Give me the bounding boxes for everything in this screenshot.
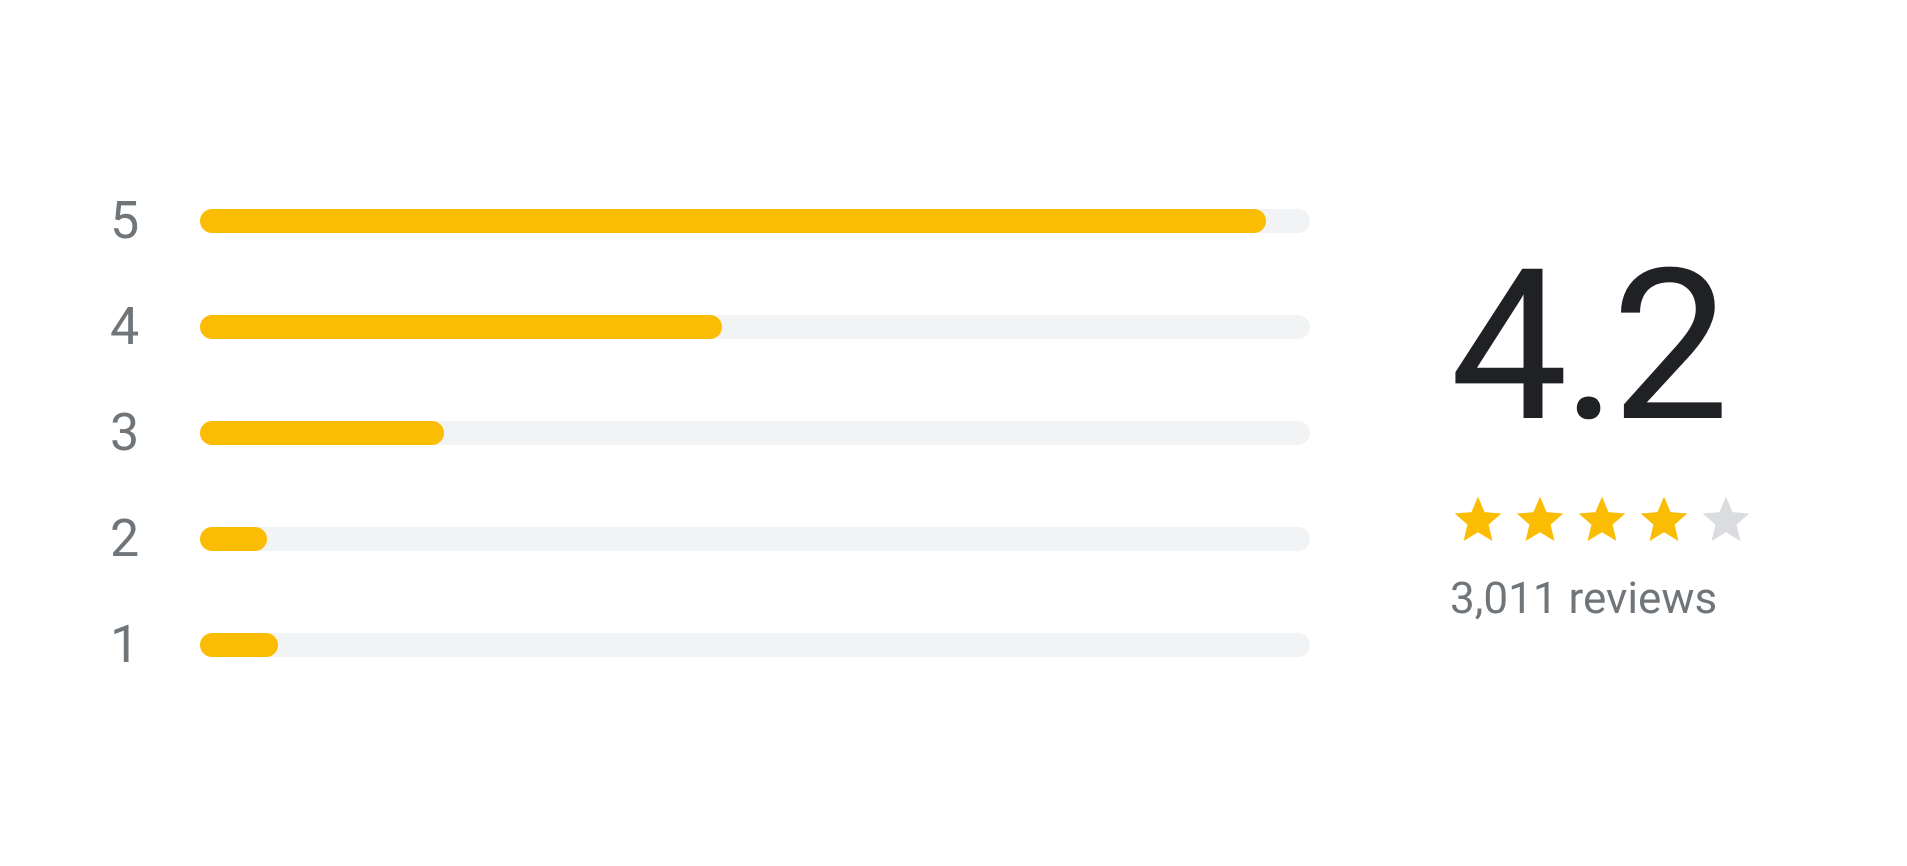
histogram-bar-fill [200, 315, 722, 339]
histogram-row-3[interactable]: 3 [110, 407, 1310, 459]
histogram-row-label: 3 [110, 407, 200, 459]
histogram-bar-track [200, 633, 1310, 657]
average-score: 4.2 [1450, 242, 1723, 452]
histogram-row-label: 1 [110, 619, 200, 671]
rating-summary: 4.2 3,011 reviews [1310, 242, 1797, 624]
histogram-row-1[interactable]: 1 [110, 619, 1310, 671]
reviews-count: 3,011 reviews [1450, 572, 1717, 624]
histogram-bar-fill [200, 421, 444, 445]
star-empty-icon [1698, 492, 1754, 548]
rating-histogram: 5 4 3 2 1 [110, 195, 1310, 671]
histogram-row-label: 2 [110, 513, 200, 565]
histogram-bar-track [200, 527, 1310, 551]
histogram-bar-track [200, 315, 1310, 339]
star-filled-icon [1574, 492, 1630, 548]
histogram-bar-track [200, 421, 1310, 445]
histogram-row-4[interactable]: 4 [110, 301, 1310, 353]
histogram-row-label: 4 [110, 301, 200, 353]
star-filled-icon [1636, 492, 1692, 548]
rating-summary-container: 5 4 3 2 1 4.2 3,011 reviews [0, 0, 1907, 866]
histogram-bar-fill [200, 527, 267, 551]
histogram-row-label: 5 [110, 195, 200, 247]
histogram-row-2[interactable]: 2 [110, 513, 1310, 565]
star-filled-icon [1512, 492, 1568, 548]
histogram-bar-fill [200, 633, 278, 657]
star-rating-row [1450, 492, 1754, 548]
histogram-bar-track [200, 209, 1310, 233]
star-filled-icon [1450, 492, 1506, 548]
histogram-bar-fill [200, 209, 1266, 233]
histogram-row-5[interactable]: 5 [110, 195, 1310, 247]
